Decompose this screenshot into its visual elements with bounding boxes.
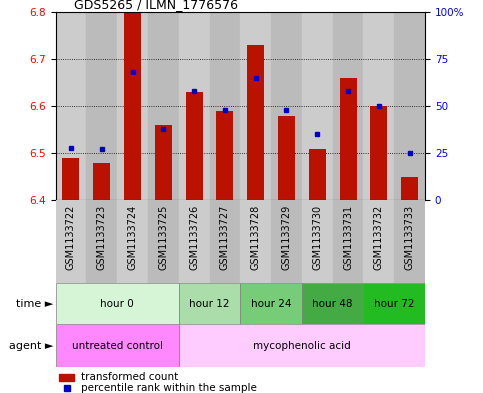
Bar bbox=[59, 373, 74, 381]
Text: GSM1133730: GSM1133730 bbox=[313, 204, 322, 270]
Bar bbox=[241, 283, 302, 324]
Text: GSM1133724: GSM1133724 bbox=[128, 204, 138, 270]
Bar bbox=[56, 324, 179, 367]
Bar bbox=[185, 92, 202, 200]
Bar bbox=[124, 12, 141, 200]
Text: GSM1133722: GSM1133722 bbox=[66, 204, 76, 270]
Text: hour 72: hour 72 bbox=[374, 299, 414, 309]
Text: GSM1133726: GSM1133726 bbox=[189, 204, 199, 270]
Bar bbox=[86, 12, 117, 200]
Bar bbox=[117, 12, 148, 200]
Bar bbox=[56, 200, 86, 283]
Bar bbox=[240, 12, 271, 200]
Bar bbox=[333, 12, 364, 200]
Bar bbox=[148, 12, 179, 200]
Text: hour 24: hour 24 bbox=[251, 299, 291, 309]
Bar bbox=[401, 177, 418, 200]
Bar bbox=[216, 111, 233, 200]
Bar bbox=[93, 163, 110, 200]
Bar bbox=[210, 12, 240, 200]
Bar bbox=[394, 12, 425, 200]
Bar bbox=[155, 125, 172, 200]
Text: agent ►: agent ► bbox=[9, 341, 53, 351]
Bar bbox=[240, 200, 271, 283]
Text: hour 12: hour 12 bbox=[189, 299, 230, 309]
Text: hour 48: hour 48 bbox=[313, 299, 353, 309]
Text: GSM1133732: GSM1133732 bbox=[374, 204, 384, 270]
Bar bbox=[302, 200, 333, 283]
Text: GSM1133733: GSM1133733 bbox=[405, 204, 414, 270]
Bar bbox=[247, 45, 264, 200]
Bar bbox=[309, 149, 326, 200]
Bar bbox=[394, 200, 425, 283]
Bar bbox=[179, 200, 210, 283]
Bar bbox=[302, 12, 333, 200]
Bar bbox=[364, 283, 425, 324]
Bar bbox=[340, 78, 356, 200]
Bar bbox=[86, 200, 117, 283]
Bar bbox=[271, 200, 302, 283]
Bar bbox=[117, 200, 148, 283]
Text: hour 0: hour 0 bbox=[100, 299, 134, 309]
Bar bbox=[271, 12, 302, 200]
Bar bbox=[364, 200, 394, 283]
Text: GSM1133731: GSM1133731 bbox=[343, 204, 353, 270]
Bar bbox=[179, 283, 240, 324]
Text: GSM1133727: GSM1133727 bbox=[220, 204, 230, 270]
Text: GDS5265 / ILMN_1776576: GDS5265 / ILMN_1776576 bbox=[74, 0, 238, 11]
Bar bbox=[278, 116, 295, 200]
Text: mycophenolic acid: mycophenolic acid bbox=[253, 341, 351, 351]
Bar bbox=[302, 283, 364, 324]
Bar bbox=[179, 12, 210, 200]
Text: GSM1133728: GSM1133728 bbox=[251, 204, 261, 270]
Bar bbox=[370, 106, 387, 200]
Text: transformed count: transformed count bbox=[82, 373, 179, 382]
Text: GSM1133729: GSM1133729 bbox=[282, 204, 291, 270]
Bar bbox=[364, 12, 394, 200]
Text: GSM1133725: GSM1133725 bbox=[158, 204, 168, 270]
Bar bbox=[56, 12, 86, 200]
Bar bbox=[210, 200, 240, 283]
Text: untreated control: untreated control bbox=[71, 341, 163, 351]
Bar bbox=[333, 200, 364, 283]
Text: percentile rank within the sample: percentile rank within the sample bbox=[82, 383, 257, 393]
Bar bbox=[148, 200, 179, 283]
Bar bbox=[179, 324, 425, 367]
Text: GSM1133723: GSM1133723 bbox=[97, 204, 107, 270]
Bar bbox=[62, 158, 79, 200]
Bar bbox=[56, 283, 179, 324]
Text: time ►: time ► bbox=[16, 299, 53, 309]
